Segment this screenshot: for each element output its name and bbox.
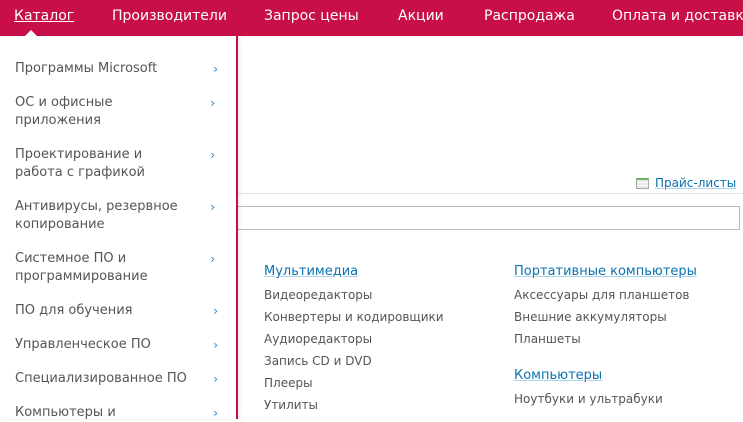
category-multimedia: Мультимедиа Видеоредакторы Конвертеры и …: [264, 264, 444, 420]
catalog-dropdown: Программы Microsoft › ОС и офисные прилож…: [0, 36, 238, 422]
subcategory-link[interactable]: Видеоредакторы: [264, 288, 373, 302]
subcategory-link[interactable]: Аудиоредакторы: [264, 332, 373, 346]
category-heading[interactable]: Мультимедиа: [264, 264, 359, 279]
sidebar-item-antivirus[interactable]: Антивирусы, резервное копирование ›: [15, 198, 215, 234]
sidebar-item-education[interactable]: ПО для обучения ›: [15, 302, 230, 320]
category-heading[interactable]: Портативные компьютеры: [514, 264, 697, 279]
subcategory-link[interactable]: Плееры: [264, 376, 313, 390]
sidebar-item-label: Системное ПО и программирование: [15, 251, 148, 284]
nav-catalog[interactable]: Каталог: [14, 8, 75, 24]
spreadsheet-icon: [636, 177, 649, 189]
subcategory-link[interactable]: Аксессуары для планшетов: [514, 288, 690, 302]
subcategory-link[interactable]: Запись CD и DVD: [264, 354, 372, 368]
sidebar-item-label: Компьютеры и: [15, 405, 116, 420]
category-portable: Портативные компьютеры Аксессуары для пл…: [514, 264, 697, 354]
subcategory-link[interactable]: Утилиты: [264, 398, 319, 412]
subcategory-link[interactable]: Ноутбуки и ультрабуки: [514, 392, 663, 406]
sidebar-item-label: Программы Microsoft: [15, 61, 158, 76]
price-lists-label: Прайс-листы: [655, 176, 737, 190]
sidebar-item-management[interactable]: Управленческое ПО ›: [15, 336, 230, 354]
nav-manufacturers[interactable]: Производители: [112, 8, 227, 24]
sidebar-item-label: ОС и офисные приложения: [15, 95, 113, 128]
sidebar-item-computers[interactable]: Компьютеры и ›: [15, 404, 230, 422]
chevron-right-icon: ›: [210, 252, 215, 266]
search-input[interactable]: [237, 206, 740, 230]
chevron-right-icon: ›: [213, 372, 218, 386]
chevron-right-icon: ›: [213, 304, 218, 318]
category-heading[interactable]: Компьютеры: [514, 368, 603, 383]
price-lists-link[interactable]: Прайс-листы: [636, 176, 736, 190]
category-computers: Компьютеры Ноутбуки и ультрабуки: [514, 368, 663, 414]
chevron-right-icon: ›: [213, 406, 218, 420]
chevron-right-icon: ›: [213, 62, 218, 76]
sidebar-item-label: Антивирусы, резервное копирование: [15, 199, 178, 232]
subcategory-link[interactable]: Планшеты: [514, 332, 581, 346]
sidebar-item-design-graphics[interactable]: Проектирование и работа с графикой ›: [15, 146, 215, 182]
chevron-right-icon: ›: [210, 148, 215, 162]
subcategory-link[interactable]: Конвертеры и кодировщики: [264, 310, 444, 324]
top-nav: Каталог Производители Запрос цены Акции …: [0, 0, 743, 36]
sidebar-item-label: Управленческое ПО: [15, 337, 151, 352]
nav-sale[interactable]: Распродажа: [484, 8, 575, 24]
sidebar-item-label: Специализированное ПО: [15, 371, 187, 386]
divider: [237, 193, 743, 194]
subcategory-link[interactable]: Внешние аккумуляторы: [514, 310, 667, 324]
sidebar-item-specialized[interactable]: Специализированное ПО ›: [15, 370, 230, 388]
sidebar-item-microsoft[interactable]: Программы Microsoft ›: [15, 60, 230, 78]
nav-promotions[interactable]: Акции: [398, 8, 444, 24]
nav-payment-delivery[interactable]: Оплата и доставка: [612, 8, 743, 24]
chevron-right-icon: ›: [213, 338, 218, 352]
sidebar-item-system-software[interactable]: Системное ПО и программирование ›: [15, 250, 215, 286]
sidebar-item-label: ПО для обучения: [15, 303, 133, 318]
sidebar-item-label: Проектирование и работа с графикой: [15, 147, 146, 180]
nav-price-request[interactable]: Запрос цены: [264, 8, 359, 24]
chevron-right-icon: ›: [210, 96, 215, 110]
sidebar-item-os-office[interactable]: ОС и офисные приложения ›: [15, 94, 215, 130]
active-caret: [25, 30, 37, 36]
chevron-right-icon: ›: [210, 200, 215, 214]
